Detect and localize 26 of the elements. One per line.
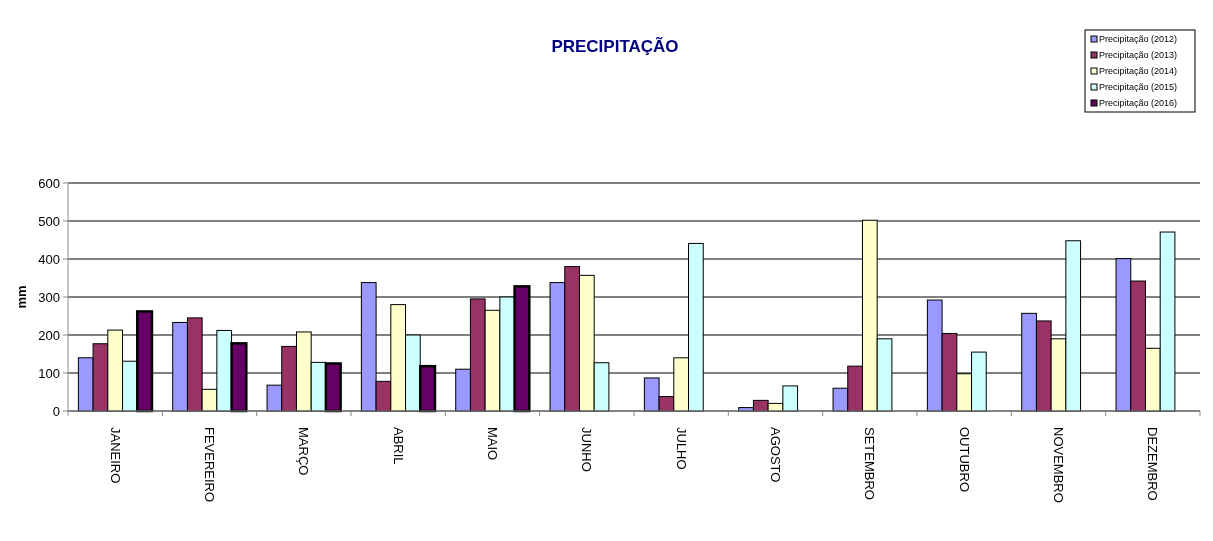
y-tick-label: 500 xyxy=(38,213,60,229)
x-tick-label: MARÇO xyxy=(296,427,312,476)
legend-label: Precipitação (2013) xyxy=(1099,50,1178,61)
x-tick-label: OUTUBRO xyxy=(956,427,972,492)
x-tick-label: JUNHO xyxy=(579,427,595,472)
y-tick-label: 100 xyxy=(38,365,60,381)
x-tick-label: FEVEREIRO xyxy=(201,427,217,503)
x-tick-label: NOVEMBRO xyxy=(1050,427,1066,503)
legend-label: Precipitação (2015) xyxy=(1099,82,1178,93)
x-tick-label: JANEIRO xyxy=(107,427,123,484)
x-tick-label: SETEMBRO xyxy=(862,427,878,500)
y-tick-label: 200 xyxy=(38,327,60,343)
legend-label: Precipitação (2012) xyxy=(1099,34,1178,45)
x-tick-label: JULHO xyxy=(673,427,689,470)
y-tick-label: 0 xyxy=(52,403,60,419)
y-tick-label: 600 xyxy=(38,175,60,191)
legend-label: Precipitação (2016) xyxy=(1099,98,1178,109)
chart-title: PRECIPITAÇÃO xyxy=(551,36,679,56)
legend-label: Precipitação (2014) xyxy=(1099,66,1178,77)
x-tick-label: ABRIL xyxy=(390,427,406,465)
x-tick-label: DEZEMBRO xyxy=(1145,427,1161,501)
y-tick-label: 400 xyxy=(38,251,60,267)
x-tick-label: AGOSTO xyxy=(767,427,783,483)
y-axis-title: mm xyxy=(14,285,29,309)
x-tick-label: MAIO xyxy=(484,427,500,461)
y-tick-label: 300 xyxy=(38,289,60,305)
